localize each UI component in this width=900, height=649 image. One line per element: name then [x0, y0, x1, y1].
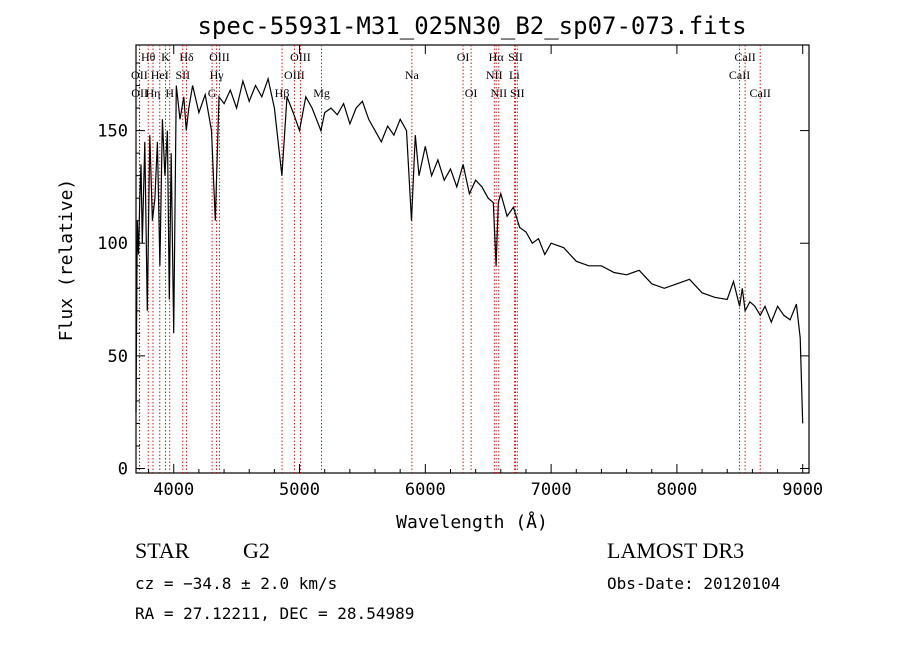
spectral-line-label: HeI — [151, 68, 169, 82]
spectral-line-label: Hγ — [210, 68, 225, 82]
y-tick-label: 0 — [118, 459, 128, 479]
spectral-line-label: Mg — [313, 86, 330, 100]
spectral-line-label: OI — [465, 86, 478, 100]
spectral-line-label: Hα — [489, 50, 505, 64]
spectral-line-label: H — [165, 86, 174, 100]
spectral-line-label: CaII — [729, 68, 750, 82]
spectral-line-label: Hθ — [141, 50, 156, 64]
plot-frame — [135, 44, 810, 474]
spectral-line-label: G — [208, 86, 217, 100]
x-tick-label: 7000 — [531, 480, 572, 500]
spectral-line-label: Hβ — [275, 86, 290, 100]
spectral-line-label: SII — [510, 86, 525, 100]
spectral-line-label: SII — [508, 50, 523, 64]
spectral-line-label: K — [161, 50, 170, 64]
y-axis-label: Flux (relative) — [56, 179, 77, 342]
observation-date: Obs-Date: 20120104 — [607, 574, 781, 593]
spectral-line-label: NII — [486, 68, 503, 82]
redshift-velocity: cz = −34.8 ± 2.0 km/s — [135, 574, 338, 593]
coordinates: RA = 27.12211, DEC = 28.54989 — [135, 604, 415, 623]
spectral-line-label: NII — [490, 86, 507, 100]
spectral-line-label: SII — [175, 68, 190, 82]
object-subclass: G2 — [243, 538, 270, 563]
spectral-line-label: Na — [405, 68, 420, 82]
chart-title: spec-55931-M31_025N30_B2_sp07-073.fits — [197, 12, 746, 40]
x-axis-label: Wavelength (Å) — [396, 511, 548, 533]
spectral-line-label: OIII — [284, 68, 305, 82]
x-tick-label: 9000 — [782, 480, 823, 500]
x-tick-label: 5000 — [279, 480, 320, 500]
x-tick-label: 6000 — [405, 480, 446, 500]
x-tick-label: 8000 — [656, 480, 697, 500]
spectral-line-label: OII — [131, 68, 148, 82]
object-class: STAR — [135, 538, 190, 563]
spectral-line-label: CaII — [734, 50, 755, 64]
y-tick-label: 50 — [108, 347, 128, 367]
y-tick-label: 100 — [97, 234, 128, 254]
spectral-line-label: OIII — [209, 50, 230, 64]
survey-name: LAMOST DR3 — [607, 538, 745, 563]
spectral-line-label: Hη — [146, 86, 161, 100]
spectral-line-label: OI — [457, 50, 470, 64]
spectral-line-label: Hδ — [179, 50, 194, 64]
y-tick-label: 150 — [97, 122, 128, 142]
spectral-line-label: Li — [509, 68, 520, 82]
spectral-line-label: CaII — [750, 86, 771, 100]
spectral-line-label: OIII — [290, 50, 311, 64]
x-tick-label: 4000 — [153, 480, 194, 500]
spectrum-line — [135, 76, 804, 424]
spectral-line-label: OII — [131, 86, 148, 100]
